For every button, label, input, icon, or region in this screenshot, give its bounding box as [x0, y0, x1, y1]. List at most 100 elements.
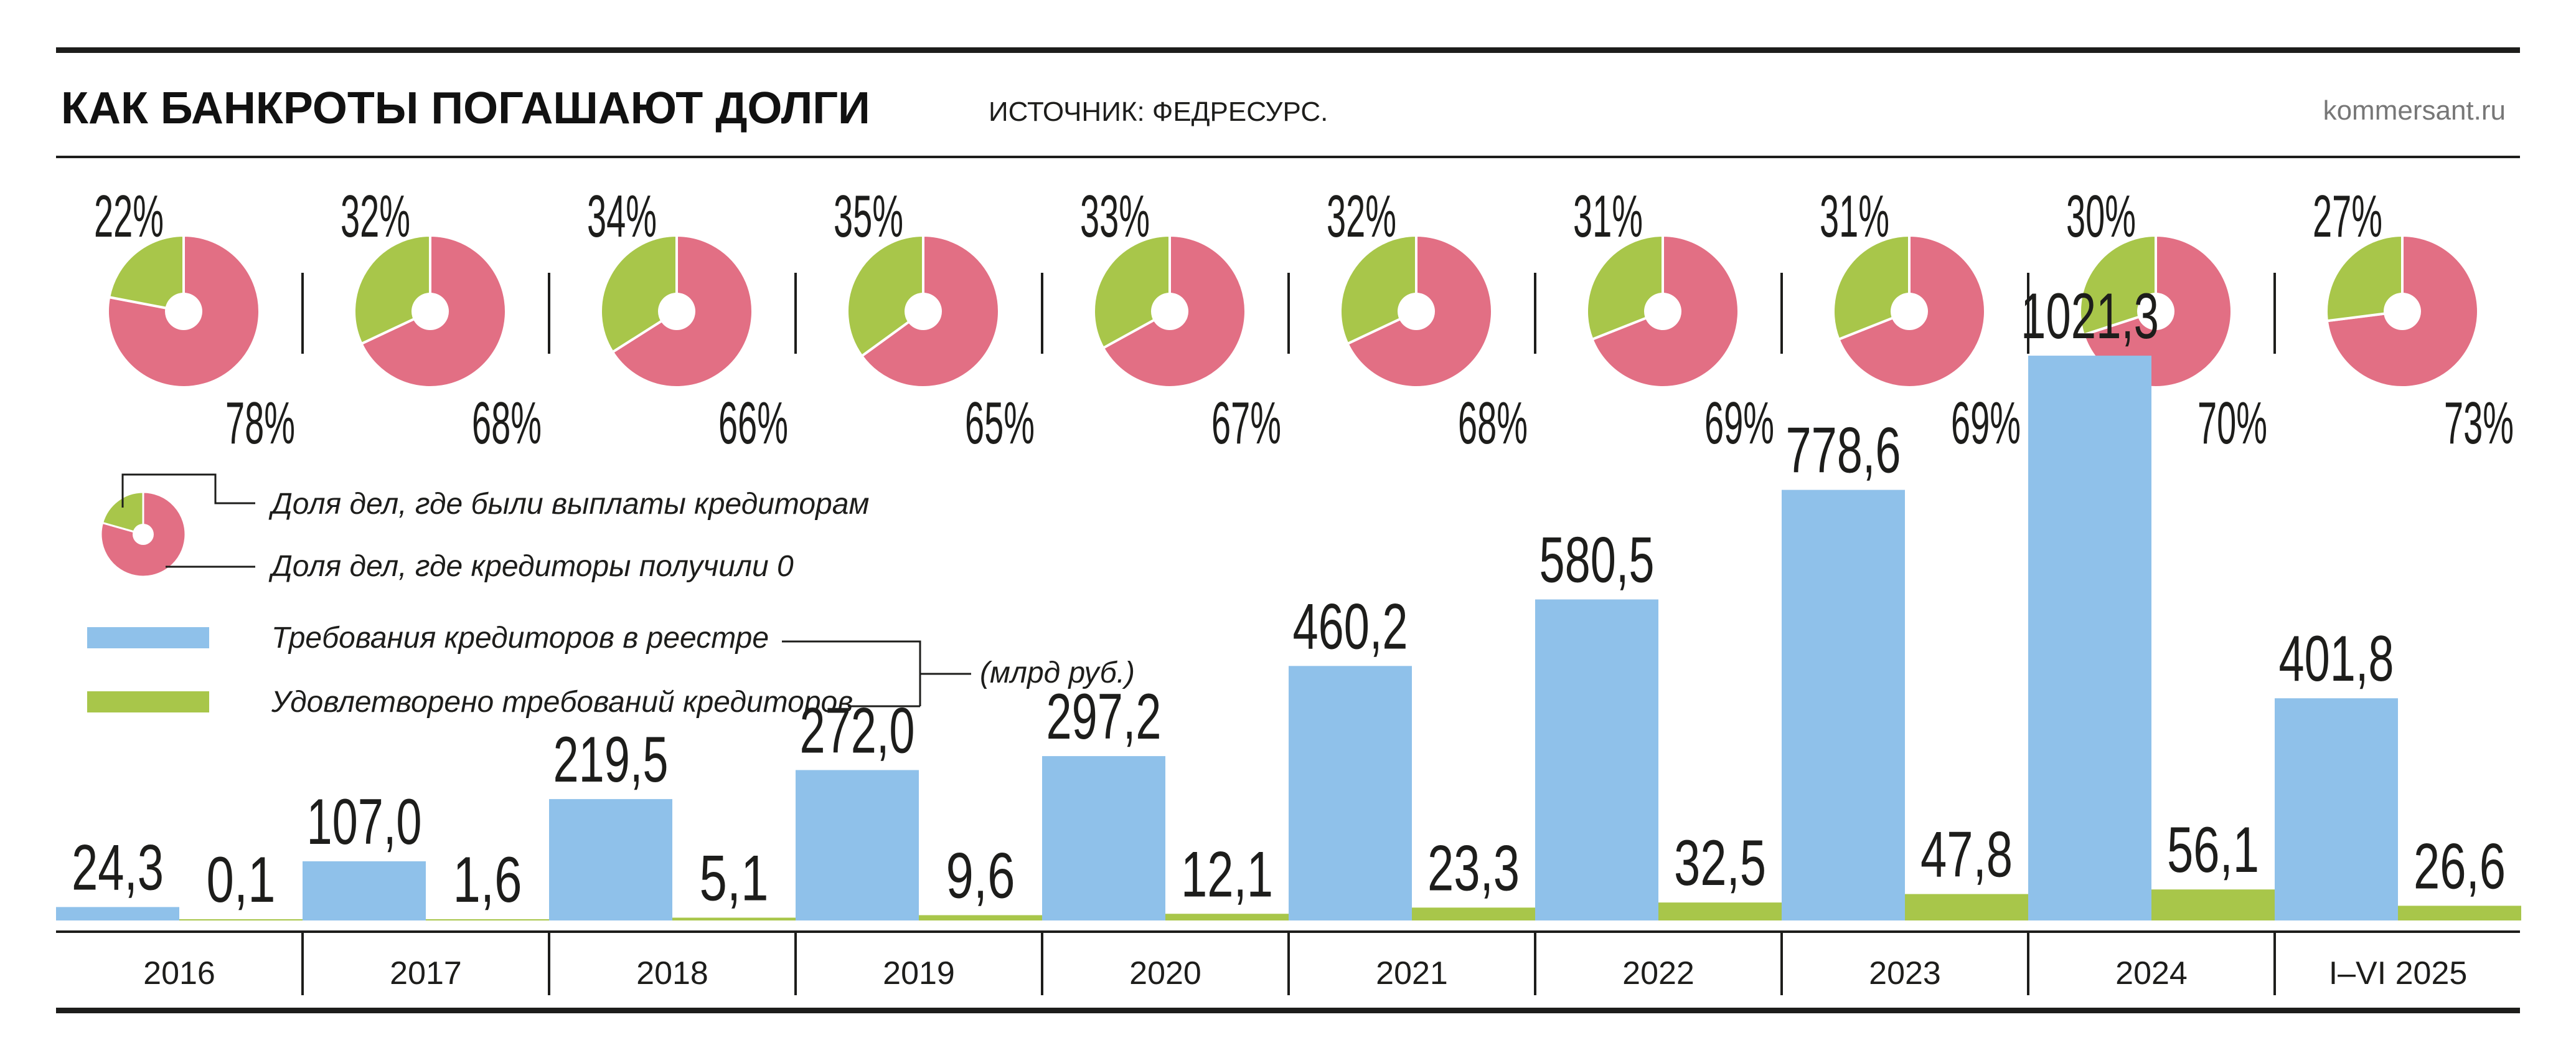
legend-label-paid: Доля дел, где были выплаты кредиторам: [268, 488, 869, 521]
pie-label-paid: 35%: [834, 183, 903, 250]
bar-claims: [56, 907, 179, 920]
source-note: ИСТОЧНИК: ФЕДРЕСУРС.: [989, 97, 1328, 127]
x-tick-label: 2016: [143, 955, 215, 991]
bar-label-satisfied: 26,6: [2414, 830, 2506, 902]
bar-claims: [1782, 490, 1905, 920]
pie-divider: [2273, 273, 2276, 354]
pie-hole: [1644, 293, 1681, 330]
pie-label-zero: 78%: [225, 390, 295, 457]
bar-satisfied: [1165, 914, 1289, 920]
x-tick: [2027, 933, 2029, 995]
x-tick: [1780, 933, 1783, 995]
pie-divider: [794, 273, 797, 354]
bar-label-satisfied: 9,6: [946, 840, 1015, 912]
legend-pie-zero-slice: [100, 491, 187, 578]
pie-divider: [1780, 273, 1783, 354]
bar-claims: [1289, 666, 1412, 920]
x-axis: 2016 2017 2018 2019 2020 2021 2022 2023 2024 I–VI…: [143, 933, 2467, 995]
pie-label-zero: 66%: [718, 390, 788, 457]
legend-swatch-claims: [87, 627, 209, 648]
pie-slice-paid: [1832, 234, 1911, 341]
pie-hole: [2384, 293, 2421, 330]
pie-divider: [1041, 273, 1043, 354]
bar-label-satisfied: 5,1: [700, 842, 769, 914]
x-tick-label: 2017: [390, 955, 462, 991]
x-tick-label: 2024: [2115, 955, 2188, 991]
legend-bracket: [782, 640, 971, 707]
x-tick-label: 2019: [883, 955, 955, 991]
pie-divider: [548, 273, 550, 354]
legend-label-satisfied: Удовлетворено требований кредиторов: [271, 686, 853, 719]
x-tick-label: 2018: [636, 955, 708, 991]
legend-leader-paid: [121, 473, 255, 508]
x-tick-label: 2021: [1376, 955, 1448, 991]
pie-hole: [658, 293, 695, 330]
bar-claims: [2275, 698, 2398, 920]
bar-label-claims: 460,2: [1293, 590, 1408, 663]
x-tick-label: 2022: [1622, 955, 1695, 991]
bar-satisfied: [179, 919, 303, 920]
bar-label-satisfied: 47,8: [1920, 819, 2013, 891]
pie-label-zero: 65%: [965, 390, 1035, 457]
pie-hole: [2137, 293, 2174, 330]
pie-label-paid: 33%: [1080, 183, 1150, 250]
bar-label-satisfied: 23,3: [1427, 832, 1520, 904]
bar-label-claims: 107,0: [307, 786, 422, 858]
pie-hole: [1891, 293, 1928, 330]
legend-pie-paid-slice: [101, 491, 144, 536]
x-tick-label: 2023: [1869, 955, 1941, 991]
pie-label-paid: 22%: [94, 183, 164, 250]
x-tick: [2273, 933, 2276, 995]
bar-label-satisfied: 56,1: [2167, 814, 2259, 886]
x-tick-label: I–VI 2025: [2329, 955, 2468, 991]
pie-label-paid: 34%: [587, 183, 657, 250]
pie-hole: [905, 293, 942, 330]
x-tick-label: 2020: [1129, 955, 1201, 991]
pie-slice-paid: [846, 234, 924, 358]
pie-slice-paid: [1093, 234, 1171, 350]
pie-label-zero: 70%: [2198, 390, 2267, 457]
bar-satisfied: [2398, 906, 2521, 920]
bar-satisfied: [426, 919, 549, 920]
bar-label-claims: 297,2: [1046, 681, 1162, 753]
top-rule: [56, 47, 2520, 53]
bar-satisfied: [1658, 902, 1782, 920]
pie-row: 22% 78% 32% 68% 34% 66% 35% 65% 33% 67% 32% 68% 31% 6…: [94, 183, 2514, 457]
pie-slice-paid: [107, 234, 185, 313]
x-tick: [1041, 933, 1043, 995]
header-rule: [56, 156, 2520, 158]
legend-label-zero: Доля дел, где кредиторы получили 0: [268, 550, 794, 583]
bar-label-claims: 401,8: [2279, 623, 2394, 695]
legend: Доля дел, где были выплаты кредиторам До…: [87, 473, 1135, 719]
pie-label-paid: 31%: [1573, 183, 1643, 250]
bar-claims: [2028, 356, 2151, 920]
bar-label-claims: 24,3: [72, 831, 164, 904]
bar-satisfied: [672, 917, 796, 920]
bar-label-claims: 272,0: [800, 694, 915, 767]
x-tick: [301, 933, 304, 995]
bar-label-claims: 580,5: [1539, 524, 1655, 597]
pie-hole: [1151, 293, 1188, 330]
pie-hole: [1398, 293, 1435, 330]
pie-label-zero: 68%: [472, 390, 542, 457]
legend-label-claims: Требования кредиторов в реестре: [271, 622, 769, 655]
pie-label-zero: 69%: [1951, 390, 2021, 457]
site-name: kommersant.ru: [2323, 95, 2506, 126]
bar-label-claims: 219,5: [553, 724, 669, 796]
bar-satisfied: [1905, 894, 2028, 920]
legend-pie-icon: [100, 491, 187, 578]
x-tick: [548, 933, 550, 995]
pie-slice-paid: [2079, 234, 2157, 337]
bar-claims: [303, 861, 426, 920]
pie-label-paid: 31%: [1820, 183, 1889, 250]
pie-slice-paid: [1586, 234, 1664, 341]
pie-label-zero: 73%: [2444, 390, 2514, 457]
pie-slice-paid: [353, 234, 431, 346]
legend-unit: (млрд руб.): [980, 656, 1135, 689]
bar-label-satisfied: 12,1: [1181, 838, 1273, 911]
bar-chart: 24,3 0,1 107,0 1,6 219,5 5,1 272,0 9,6 297,2 12,1…: [56, 280, 2521, 920]
bottom-rule: [56, 1008, 2520, 1013]
bar-label-satisfied: 1,6: [453, 844, 522, 916]
bar-claims: [549, 799, 672, 920]
pie-hole: [165, 293, 202, 330]
